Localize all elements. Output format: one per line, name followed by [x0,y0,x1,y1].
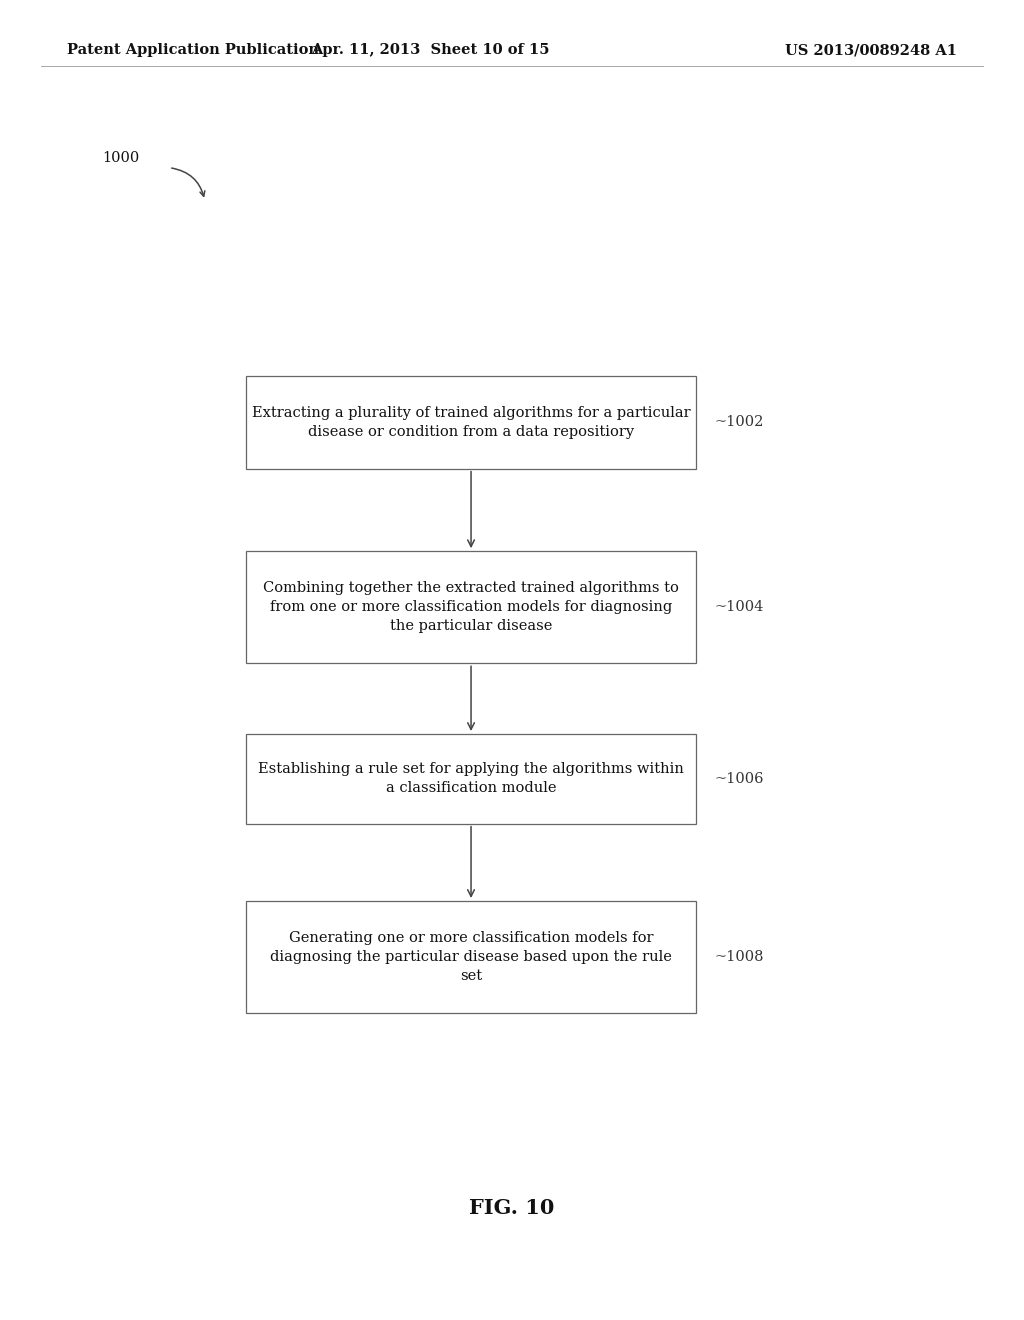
FancyBboxPatch shape [246,734,696,824]
FancyBboxPatch shape [246,900,696,1014]
Text: 1000: 1000 [102,152,139,165]
Text: FIG. 10: FIG. 10 [469,1197,555,1218]
FancyBboxPatch shape [246,552,696,663]
Text: ~1008: ~1008 [715,950,764,964]
Text: Apr. 11, 2013  Sheet 10 of 15: Apr. 11, 2013 Sheet 10 of 15 [311,44,549,57]
Text: Generating one or more classification models for
diagnosing the particular disea: Generating one or more classification mo… [270,931,672,983]
Text: ~1002: ~1002 [715,416,764,429]
Text: ~1006: ~1006 [715,772,764,785]
Text: Establishing a rule set for applying the algorithms within
a classification modu: Establishing a rule set for applying the… [258,763,684,795]
FancyBboxPatch shape [246,376,696,469]
FancyArrowPatch shape [172,168,205,197]
Text: Extracting a plurality of trained algorithms for a particular
disease or conditi: Extracting a plurality of trained algori… [252,407,690,438]
Text: Combining together the extracted trained algorithms to
from one or more classifi: Combining together the extracted trained… [263,581,679,634]
Text: ~1004: ~1004 [715,601,764,614]
Text: Patent Application Publication: Patent Application Publication [67,44,318,57]
Text: US 2013/0089248 A1: US 2013/0089248 A1 [785,44,957,57]
